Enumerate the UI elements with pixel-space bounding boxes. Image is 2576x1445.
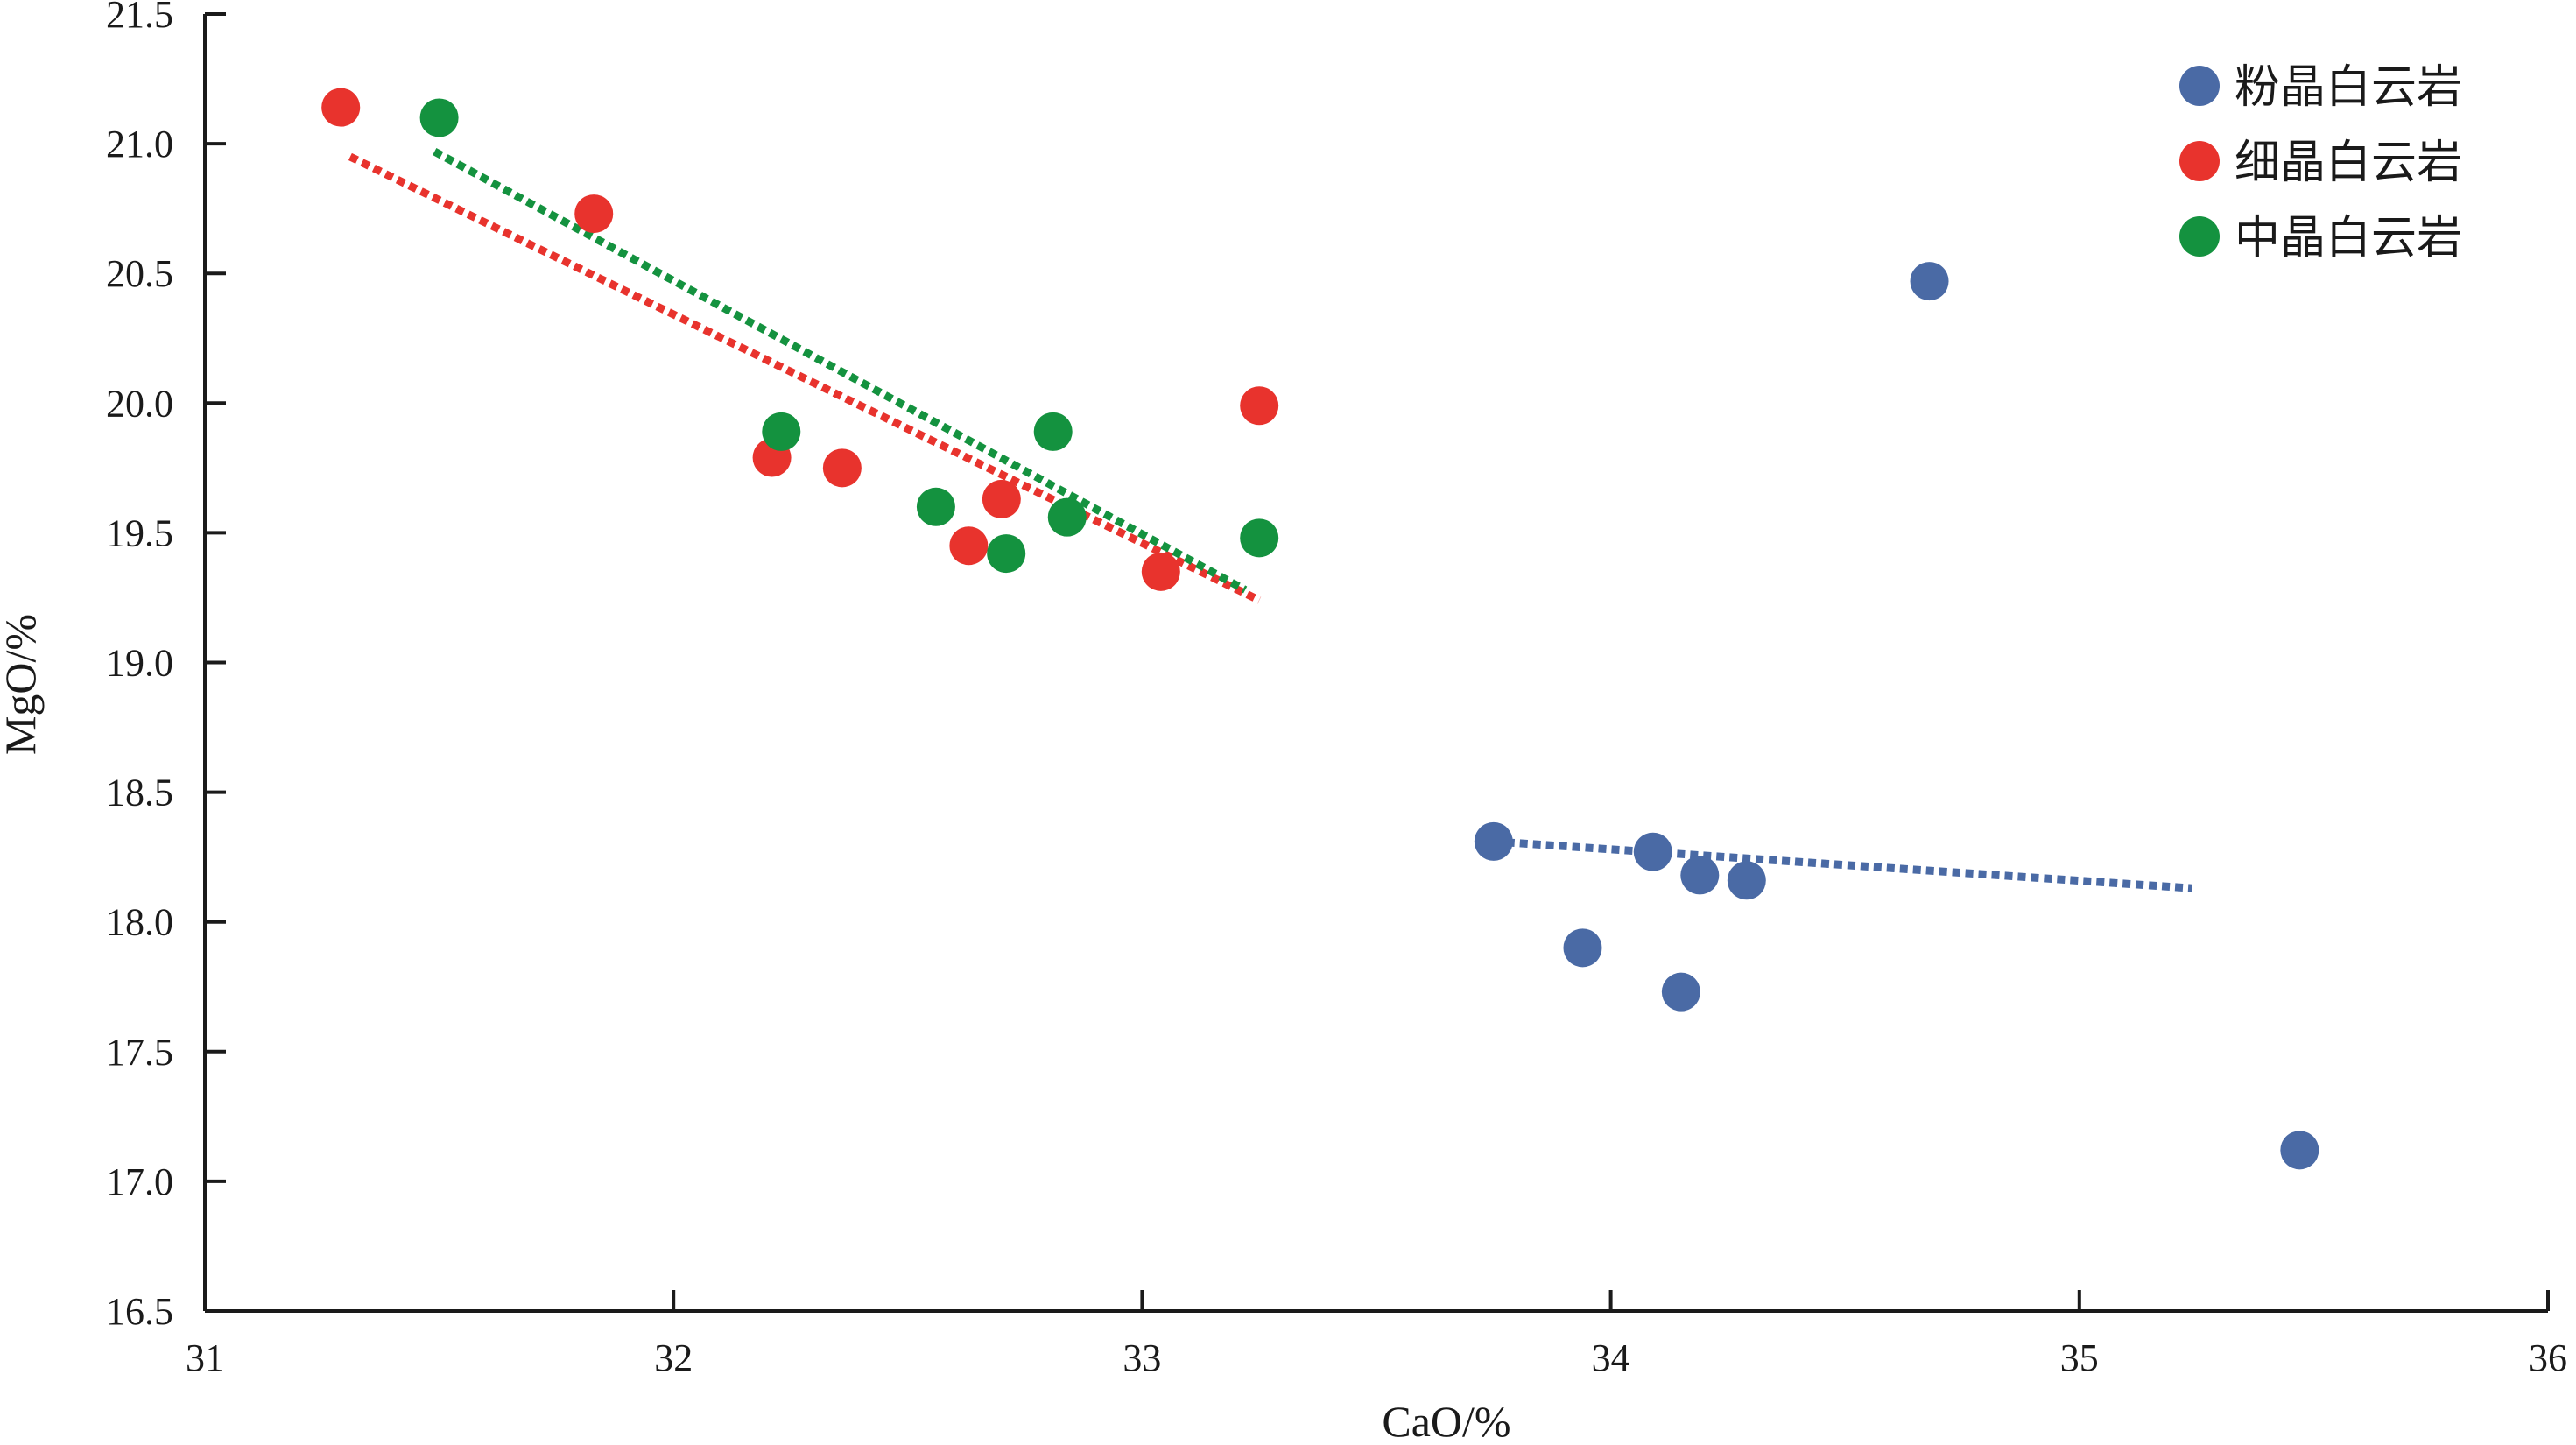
- data-point: [987, 534, 1026, 574]
- legend-marker: [2179, 66, 2220, 106]
- x-tick-label: 35: [2060, 1336, 2099, 1379]
- data-point: [1240, 518, 1279, 558]
- data-point: [321, 88, 361, 127]
- x-tick-label: 31: [186, 1336, 224, 1379]
- y-tick-label: 17.0: [106, 1160, 173, 1203]
- trend-line: [1493, 837, 2192, 892]
- y-tick-label: 20.5: [106, 252, 173, 295]
- y-axis-label: MgO/%: [0, 614, 45, 755]
- data-point: [1474, 821, 1513, 861]
- x-tick-label: 34: [1592, 1336, 1630, 1379]
- data-point: [1033, 412, 1073, 451]
- data-point: [1141, 552, 1180, 591]
- data-point: [1047, 497, 1087, 537]
- trend-lines: [348, 148, 2192, 892]
- legend-label: 粉晶白云岩: [2235, 61, 2462, 114]
- legend-label: 细晶白云岩: [2235, 137, 2462, 189]
- axes: 31 32 33 34 35 36 16.5 17.0 17.5 18.0 18.5 19.0 19.…: [106, 0, 2567, 1379]
- legend-marker: [2179, 141, 2220, 181]
- y-tick-label: 21.5: [106, 0, 173, 36]
- trend-line: [433, 148, 1248, 594]
- data-point: [2280, 1131, 2319, 1170]
- y-tick-label: 18.0: [106, 901, 173, 944]
- x-tick-label: 32: [654, 1336, 693, 1379]
- data-point: [982, 479, 1021, 518]
- x-axis-label: CaO/%: [1382, 1397, 1510, 1445]
- data-point: [949, 526, 989, 566]
- data-point: [419, 98, 459, 137]
- y-tick-label: 18.5: [106, 772, 173, 814]
- trend-line: [348, 152, 1262, 604]
- data-points: [321, 88, 2319, 1170]
- data-point: [574, 194, 614, 234]
- y-axis-ticks: 16.5 17.0 17.5 18.0 18.5 19.0 19.5 20.0 20.5 21.0…: [106, 0, 226, 1333]
- data-point: [822, 448, 862, 488]
- data-point: [1563, 928, 1602, 968]
- y-tick-label: 19.5: [106, 511, 173, 554]
- data-point: [762, 412, 801, 451]
- x-axis-ticks: 31 32 33 34 35 36: [186, 1290, 2567, 1379]
- data-point: [1240, 386, 1279, 426]
- x-tick-label: 33: [1123, 1336, 1161, 1379]
- y-tick-label: 21.0: [106, 123, 173, 166]
- data-point: [1633, 832, 1672, 871]
- y-tick-label: 19.0: [106, 642, 173, 685]
- data-point: [916, 487, 955, 526]
- y-tick-label: 16.5: [106, 1290, 173, 1333]
- data-point: [1661, 972, 1700, 1012]
- legend-marker: [2179, 216, 2220, 257]
- data-point: [1910, 262, 1949, 301]
- data-point: [1680, 856, 1720, 895]
- y-tick-label: 20.0: [106, 382, 173, 425]
- y-tick-label: 17.5: [106, 1031, 173, 1074]
- data-point: [1727, 861, 1766, 900]
- legend-label: 中晶白云岩: [2235, 212, 2462, 264]
- x-tick-label: 36: [2529, 1336, 2567, 1379]
